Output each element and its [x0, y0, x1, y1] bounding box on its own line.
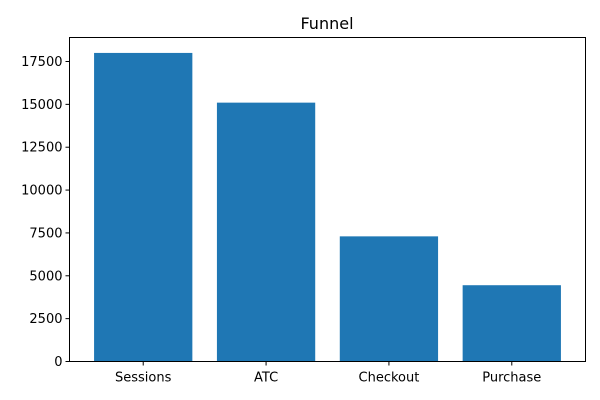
- x-tick-label: ATC: [254, 371, 278, 386]
- y-tick-label: 17500: [21, 55, 62, 70]
- bar-atc: [216, 102, 316, 362]
- bar-sessions: [94, 52, 193, 362]
- y-tick-label: 15000: [21, 98, 62, 113]
- y-tick-label: 12500: [21, 141, 62, 156]
- y-tick-label: 7500: [29, 226, 62, 241]
- bar-checkout: [339, 236, 439, 362]
- y-tick-label: 10000: [21, 184, 62, 199]
- bar-purchase: [462, 285, 561, 362]
- x-tick-label: Sessions: [115, 371, 172, 386]
- y-axis: 0 2500 5000 7500 10000 12500 15000 17500: [21, 55, 70, 370]
- y-tick-label: 5000: [29, 269, 62, 284]
- bars-group: [94, 52, 561, 362]
- x-tick-label: Purchase: [482, 371, 541, 386]
- axes-frame: [69, 37, 586, 362]
- chart-title: Funnel: [300, 14, 353, 33]
- y-tick-label: 0: [54, 355, 62, 370]
- y-tick-label: 2500: [29, 312, 62, 327]
- x-tick-label: Checkout: [359, 371, 420, 386]
- x-axis: Sessions ATC Checkout Purchase: [115, 361, 541, 386]
